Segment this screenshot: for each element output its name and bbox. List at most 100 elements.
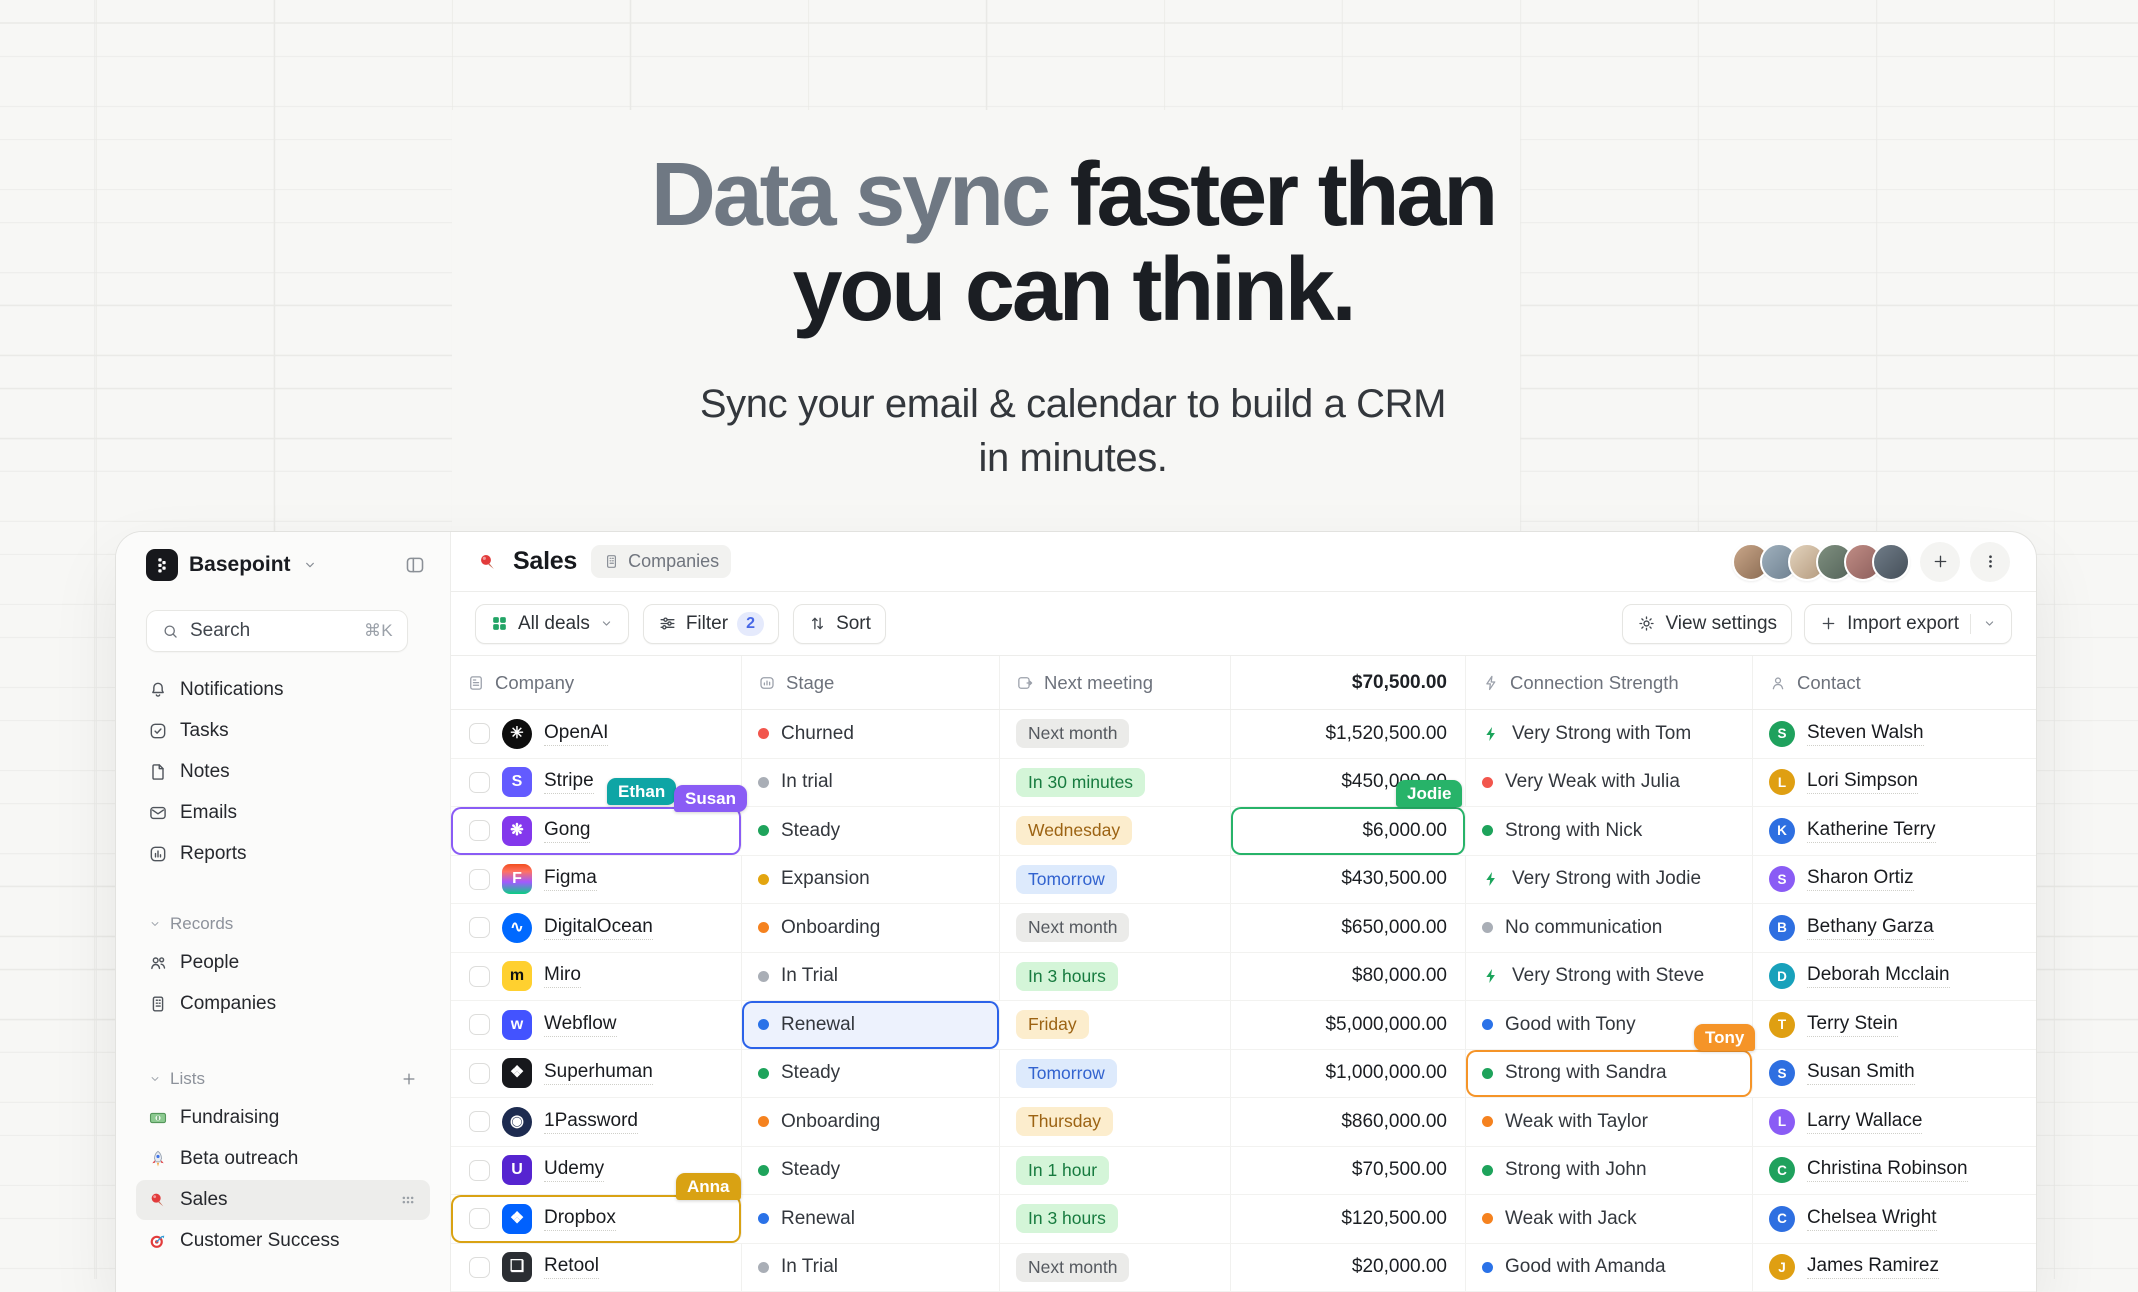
deal-value-cell[interactable]: $5,000,000.00 — [1231, 1001, 1466, 1049]
view-settings-button[interactable]: View settings — [1622, 604, 1792, 644]
next-meeting-cell[interactable]: Tomorrow — [1000, 856, 1231, 904]
contact-name[interactable]: Lori Simpson — [1807, 770, 1918, 794]
row-checkbox[interactable] — [469, 1014, 490, 1035]
stage-cell[interactable]: Steady — [742, 1147, 1000, 1195]
connection-strength-cell[interactable]: Very Strong with Tom — [1466, 710, 1753, 758]
row-checkbox[interactable] — [469, 723, 490, 744]
sidebar-item-companies[interactable]: Companies — [136, 984, 430, 1024]
column-header-company[interactable]: Company — [451, 656, 742, 709]
contact-name[interactable]: Deborah Mcclain — [1807, 964, 1950, 988]
connection-strength-cell[interactable]: Very Strong with Steve — [1466, 953, 1753, 1001]
company-cell[interactable]: ❏Retool — [451, 1244, 742, 1292]
sidebar-item-reports[interactable]: Reports — [136, 834, 430, 874]
stage-cell[interactable]: Steady — [742, 1050, 1000, 1098]
company-name[interactable]: 1Password — [544, 1110, 638, 1134]
sidebar-item-notifications[interactable]: Notifications — [136, 670, 430, 710]
company-cell[interactable]: ❋Gong — [451, 807, 742, 855]
row-checkbox[interactable] — [469, 917, 490, 938]
company-name[interactable]: Gong — [544, 819, 590, 843]
deal-value-cell[interactable]: $1,520,500.00 — [1231, 710, 1466, 758]
import-export-button[interactable]: Import export — [1804, 604, 2012, 644]
next-meeting-cell[interactable]: In 3 hours — [1000, 953, 1231, 1001]
next-meeting-cell[interactable]: Next month — [1000, 710, 1231, 758]
contact-name[interactable]: Christina Robinson — [1807, 1158, 1968, 1182]
next-meeting-cell[interactable]: In 1 hour — [1000, 1147, 1231, 1195]
connection-strength-cell[interactable]: Strong with Nick — [1466, 807, 1753, 855]
contact-name[interactable]: James Ramirez — [1807, 1255, 1939, 1279]
contact-name[interactable]: Larry Wallace — [1807, 1110, 1922, 1134]
company-cell[interactable]: ❖Superhuman — [451, 1050, 742, 1098]
avatar[interactable] — [1872, 543, 1910, 581]
connection-strength-cell[interactable]: Strong with Sandra — [1466, 1050, 1753, 1098]
search-input[interactable]: Search ⌘K — [146, 610, 408, 652]
section-header-lists[interactable]: Lists — [136, 1060, 430, 1098]
column-header-contact[interactable]: Contact — [1753, 656, 2036, 709]
contact-name[interactable]: Steven Walsh — [1807, 722, 1924, 746]
stage-cell[interactable]: Renewal — [742, 1001, 1000, 1049]
deal-value-cell[interactable]: $860,000.00 — [1231, 1098, 1466, 1146]
stage-cell[interactable]: In Trial — [742, 1244, 1000, 1292]
company-cell[interactable]: ✳OpenAI — [451, 710, 742, 758]
stage-cell[interactable]: Steady — [742, 807, 1000, 855]
next-meeting-cell[interactable]: Tomorrow — [1000, 1050, 1231, 1098]
deal-value-cell[interactable]: $1,000,000.00 — [1231, 1050, 1466, 1098]
company-name[interactable]: DigitalOcean — [544, 916, 653, 940]
stage-cell[interactable]: Renewal — [742, 1195, 1000, 1243]
stage-cell[interactable]: In Trial — [742, 953, 1000, 1001]
company-name[interactable]: Retool — [544, 1255, 599, 1279]
connection-strength-cell[interactable]: Weak with Jack — [1466, 1195, 1753, 1243]
row-checkbox[interactable] — [469, 966, 490, 987]
company-name[interactable]: Superhuman — [544, 1061, 653, 1085]
sidebar-item-customer-success[interactable]: Customer Success — [136, 1221, 430, 1261]
all-deals-button[interactable]: All deals — [475, 604, 629, 644]
column-header-next-meeting[interactable]: Next meeting — [1000, 656, 1231, 709]
company-name[interactable]: Stripe — [544, 770, 594, 794]
row-checkbox[interactable] — [469, 1208, 490, 1229]
company-name[interactable]: Udemy — [544, 1158, 604, 1182]
row-checkbox[interactable] — [469, 1063, 490, 1084]
contact-name[interactable]: Sharon Ortiz — [1807, 867, 1914, 891]
connection-strength-cell[interactable]: Weak with Taylor — [1466, 1098, 1753, 1146]
connection-strength-cell[interactable]: Strong with John — [1466, 1147, 1753, 1195]
contact-name[interactable]: Terry Stein — [1807, 1013, 1898, 1037]
contact-name[interactable]: Bethany Garza — [1807, 916, 1934, 940]
more-options-button[interactable] — [1970, 542, 2010, 582]
sidebar-item-emails[interactable]: Emails — [136, 793, 430, 833]
next-meeting-cell[interactable]: Wednesday — [1000, 807, 1231, 855]
company-cell[interactable]: ◉1Password — [451, 1098, 742, 1146]
deal-value-cell[interactable]: $20,000.00 — [1231, 1244, 1466, 1292]
deal-value-cell[interactable]: $6,000.00 — [1231, 807, 1466, 855]
deal-value-cell[interactable]: $70,500.00 — [1231, 1147, 1466, 1195]
connection-strength-cell[interactable]: Very Strong with Jodie — [1466, 856, 1753, 904]
deal-value-cell[interactable]: $430,500.00 — [1231, 856, 1466, 904]
row-checkbox[interactable] — [469, 1160, 490, 1181]
stage-cell[interactable]: Onboarding — [742, 904, 1000, 952]
company-name[interactable]: Webflow — [544, 1013, 617, 1037]
column-header-stage[interactable]: Stage — [742, 656, 1000, 709]
contact-name[interactable]: Katherine Terry — [1807, 819, 1936, 843]
add-member-button[interactable] — [1920, 542, 1960, 582]
deal-value-cell[interactable]: $120,500.00 — [1231, 1195, 1466, 1243]
row-checkbox[interactable] — [469, 820, 490, 841]
sidebar-item-sales[interactable]: Sales — [136, 1180, 430, 1220]
